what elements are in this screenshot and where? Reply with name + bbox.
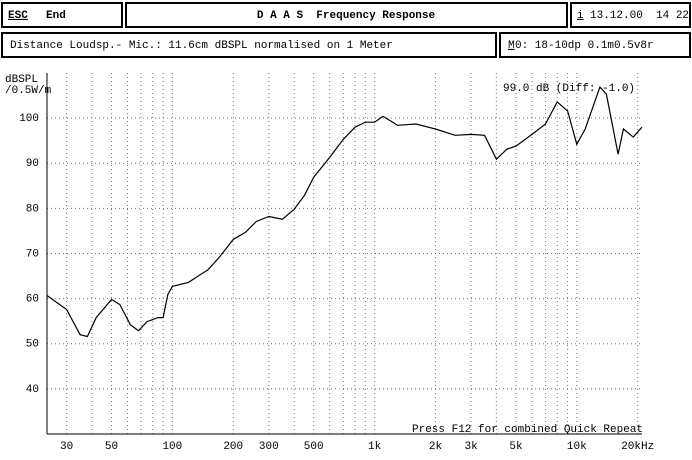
x-tick-label: 300	[259, 441, 279, 453]
response-curve	[46, 85, 643, 338]
footer-note: Press F12 for combined Quick Repeat	[412, 424, 643, 436]
x-tick-label: 2k	[429, 441, 443, 453]
esc-key[interactable]: ESC	[8, 10, 28, 22]
x-tick-label: 30	[60, 441, 73, 453]
x-tick-label: 500	[304, 441, 324, 453]
x-tick-label: 200	[223, 441, 243, 453]
x-tick-label: 1k	[368, 441, 382, 453]
y-tick-label: 50	[26, 339, 39, 351]
annotation: 99.0 dB (Diff: -1.0)	[503, 83, 635, 95]
x-tick-label: 5k	[509, 441, 523, 453]
y-tick-label: 40	[26, 384, 39, 396]
x-tick-label: 20kHz	[621, 441, 654, 453]
title-box	[125, 2, 568, 28]
plot: 40 50 60 70 80 90 100 30 50 100 200 300 500 1k 2k 3k 5k 1…	[5, 73, 654, 453]
y-tick-label: 70	[26, 248, 39, 260]
x-tick-label: 10k	[567, 441, 587, 453]
x-tick-label: 50	[105, 441, 118, 453]
date: 13.12.00 14 22	[590, 10, 689, 22]
memory-key[interactable]: M	[508, 40, 515, 52]
y-axis-label: /0.5W/m	[5, 85, 52, 97]
distance: Distance Loudsp.- Mic.: 11.6cm dBSPL nor…	[10, 40, 393, 52]
x-tick-label: 100	[162, 441, 182, 453]
y-tick-label: 80	[26, 203, 39, 215]
y-tick-label: 60	[26, 294, 39, 306]
memory-box[interactable]	[499, 32, 691, 58]
end-label[interactable]: End	[46, 10, 66, 22]
date-box[interactable]	[570, 2, 691, 28]
title: D A A S Frequency Response	[257, 10, 436, 22]
esc-box[interactable]	[1, 2, 123, 28]
distance-box	[1, 32, 497, 58]
y-tick-label: 100	[19, 113, 39, 125]
memory: 0: 18-10dp 0.1m0.5v8r	[515, 40, 654, 52]
y-axis-label: dBSPL	[5, 74, 38, 86]
x-tick-label: 3k	[464, 441, 478, 453]
info-key[interactable]: i	[577, 10, 584, 22]
y-tick-label: 90	[26, 158, 39, 170]
